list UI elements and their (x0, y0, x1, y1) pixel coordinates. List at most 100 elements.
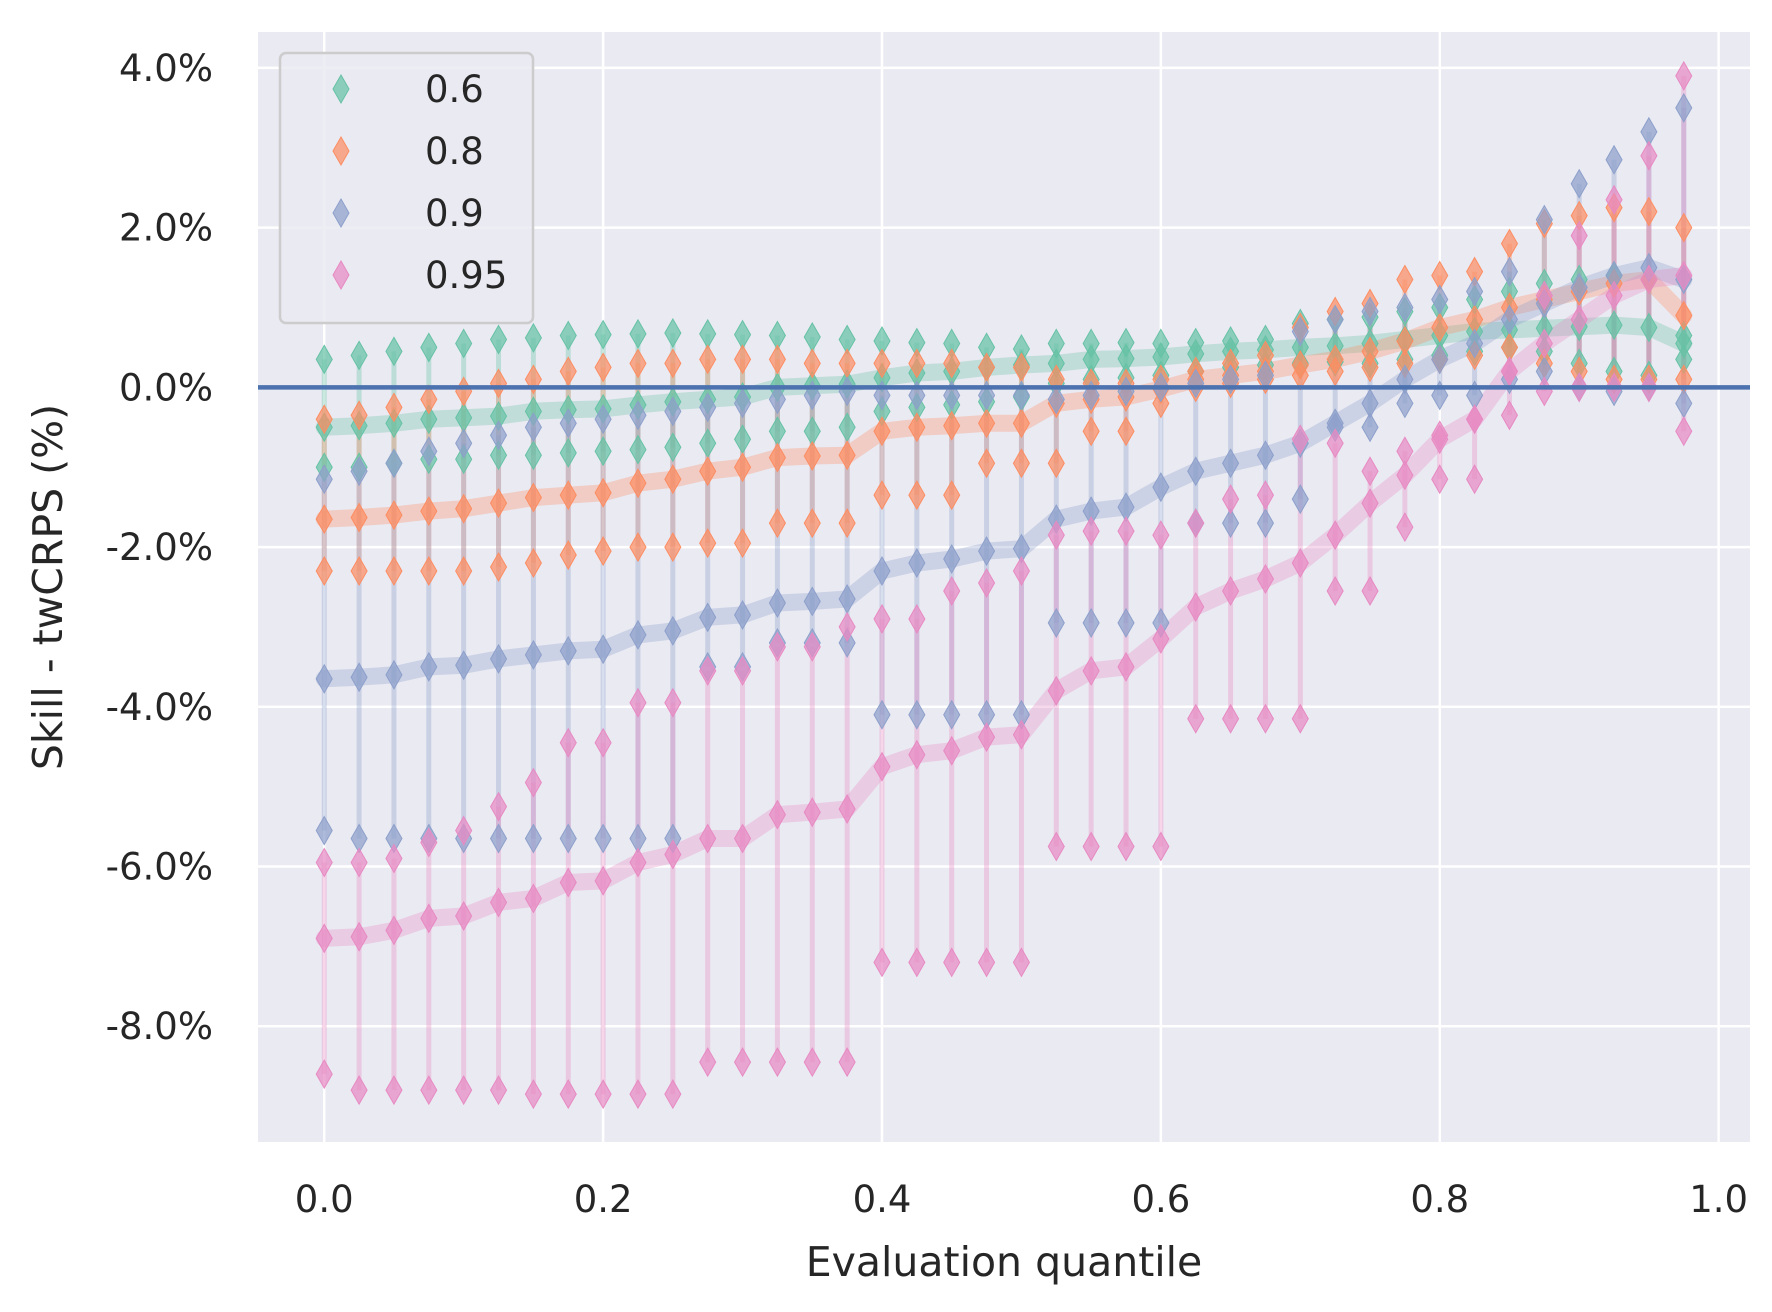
point-lower-0.95 (1152, 831, 1170, 862)
point-mean-0.95 (1222, 575, 1240, 607)
point-upper-0.95 (594, 727, 612, 758)
point-upper-0.8 (594, 352, 612, 383)
point-mean-0.8 (943, 410, 961, 441)
point-lower-0.8 (1152, 388, 1170, 419)
point-upper-0.9 (977, 380, 996, 411)
point-upper-0.95 (1222, 484, 1240, 515)
y-axis-ticks: 4.0% 2.0% 0.0% -2.0% -4.0% -6.0% -8.0% (106, 47, 213, 1048)
point-mean-0.95 (1396, 460, 1414, 491)
point-upper-0.95 (943, 575, 961, 607)
point-upper-0.95 (1291, 424, 1309, 455)
x-axis-ticks: 0.0 0.2 0.4 0.6 0.8 1.0 (295, 1178, 1748, 1221)
point-mean-0.9 (873, 556, 891, 587)
point-mean-0.9 (629, 619, 647, 650)
point-lower-0.9 (489, 823, 508, 854)
point-mean-0.8 (768, 442, 786, 473)
point-mean-0.6 (420, 404, 438, 435)
point-upper-0.95 (420, 827, 438, 858)
point-upper-0.9 (733, 388, 752, 419)
x-axis-title: Evaluation quantile (806, 1238, 1203, 1286)
point-lower-0.6 (594, 436, 612, 467)
x-tick-label: 0.4 (853, 1178, 912, 1221)
point-mean-0.8 (977, 408, 996, 439)
point-lower-0.8 (699, 528, 717, 559)
point-lower-0.95 (803, 1047, 821, 1078)
point-upper-0.8 (489, 368, 508, 399)
point-upper-0.95 (1082, 516, 1100, 547)
point-mean-0.95 (1047, 675, 1065, 706)
point-mean-0.8 (629, 468, 647, 499)
point-upper-0.6 (629, 318, 647, 349)
point-mean-0.95 (489, 887, 508, 918)
point-upper-0.95 (1605, 184, 1623, 215)
point-mean-0.9 (385, 659, 403, 690)
point-mean-0.95 (1570, 304, 1588, 335)
point-upper-0.6 (385, 336, 403, 367)
point-upper-0.9 (1326, 304, 1344, 335)
point-lower-0.95 (908, 947, 926, 978)
point-upper-0.9 (385, 448, 403, 479)
point-lower-0.6 (524, 440, 542, 471)
point-upper-0.95 (768, 631, 786, 662)
point-upper-0.95 (873, 603, 891, 634)
point-lower-0.8 (420, 556, 438, 587)
point-upper-0.9 (1012, 380, 1031, 411)
point-lower-0.95 (1326, 575, 1344, 607)
point-upper-0.9 (699, 392, 717, 423)
point-upper-0.95 (664, 687, 682, 718)
point-mean-0.9 (1431, 344, 1449, 375)
point-mean-0.95 (838, 793, 856, 825)
point-lower-0.9 (594, 823, 612, 854)
point-upper-0.8 (420, 384, 438, 415)
point-lower-0.95 (1396, 512, 1414, 543)
point-lower-0.95 (524, 1079, 542, 1110)
point-mean-0.95 (977, 722, 996, 753)
point-lower-0.95 (733, 1047, 752, 1078)
point-upper-0.95 (1675, 60, 1693, 91)
point-mean-0.95 (1117, 651, 1135, 682)
point-mean-0.95 (1605, 280, 1623, 311)
point-lower-0.8 (524, 548, 542, 579)
point-upper-0.9 (1431, 284, 1449, 315)
point-mean-0.95 (1361, 488, 1379, 519)
point-mean-0.9 (420, 651, 438, 682)
point-lower-0.9 (1256, 508, 1275, 539)
point-upper-0.95 (350, 847, 368, 878)
point-upper-0.95 (977, 567, 996, 599)
point-lower-0.95 (385, 1075, 403, 1106)
point-lower-0.95 (1675, 416, 1693, 447)
point-lower-0.8 (977, 448, 996, 479)
point-upper-0.6 (594, 319, 612, 350)
point-mean-0.95 (803, 797, 821, 828)
point-upper-0.9 (1047, 384, 1065, 415)
x-tick-label: 0.6 (1131, 1178, 1190, 1221)
point-lower-0.95 (350, 1075, 368, 1106)
point-mean-0.9 (524, 639, 542, 670)
point-lower-0.95 (629, 1079, 647, 1110)
point-lower-0.6 (455, 444, 473, 475)
point-upper-0.8 (315, 404, 333, 435)
legend-marker-0.8 (332, 135, 350, 167)
point-lower-0.9 (1117, 607, 1135, 638)
point-upper-0.6 (420, 332, 438, 363)
point-mean-0.9 (768, 587, 786, 618)
point-mean-0.9 (1500, 304, 1519, 335)
point-upper-0.95 (803, 631, 821, 662)
point-upper-0.95 (1256, 480, 1275, 511)
point-lower-0.95 (420, 1075, 438, 1106)
point-upper-0.9 (559, 408, 577, 439)
point-mean-0.9 (594, 634, 612, 665)
point-lower-0.9 (1222, 508, 1240, 539)
point-lower-0.95 (1431, 464, 1449, 495)
point-lower-0.95 (977, 947, 996, 978)
point-lower-0.95 (1291, 703, 1309, 734)
point-lower-0.8 (1047, 448, 1065, 479)
y-tick-label: -6.0% (106, 845, 213, 888)
point-lower-0.95 (1222, 703, 1240, 734)
point-upper-0.8 (908, 348, 926, 379)
point-upper-0.95 (1535, 280, 1553, 311)
point-mean-0.95 (768, 799, 786, 830)
legend-marker-0.9 (332, 197, 350, 229)
mean-line-0.6 (315, 316, 1693, 436)
